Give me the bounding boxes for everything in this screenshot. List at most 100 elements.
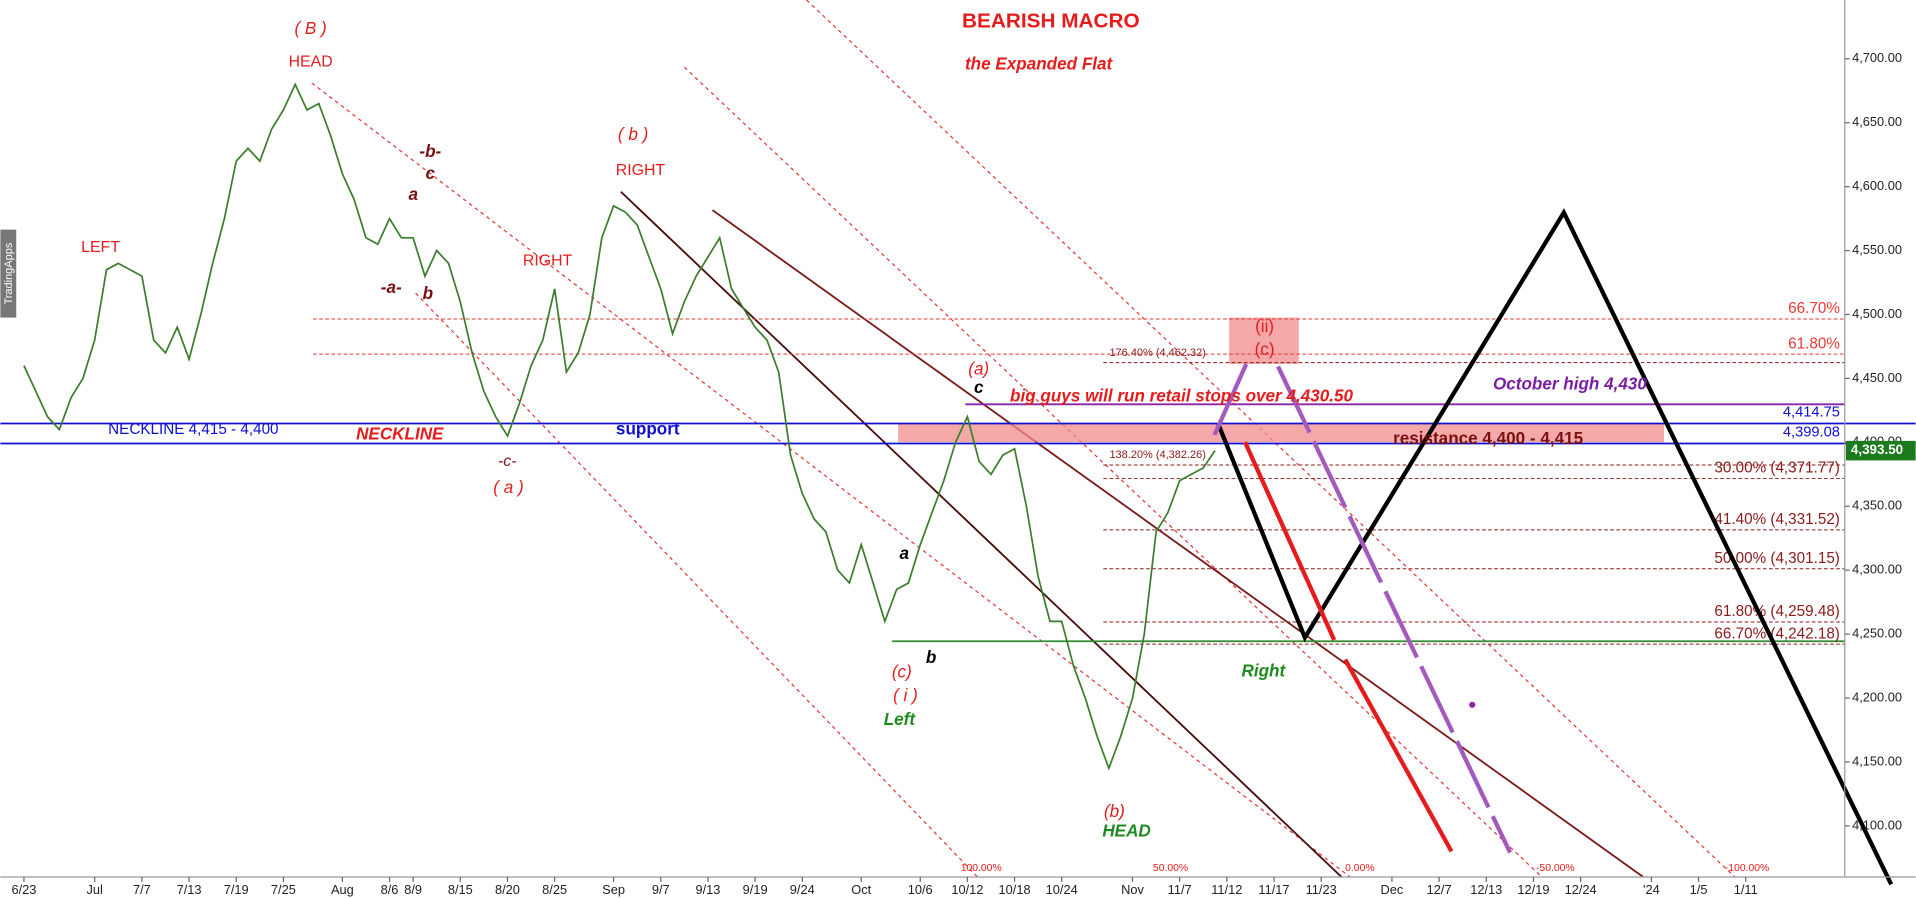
- y-tick-label: 4,550.00: [1852, 242, 1902, 257]
- annotation: ( i ): [893, 686, 918, 705]
- x-tick-label: Oct: [851, 882, 871, 897]
- price-line: [23, 82, 1216, 771]
- x-tick-label: Dec: [1381, 882, 1404, 897]
- annotation: big guys will run retail stops over 4,43…: [1010, 386, 1353, 405]
- x-tick-label: 10/12: [951, 882, 983, 897]
- y-tick-label: 4,450.00: [1852, 370, 1902, 385]
- y-tick-label: 4,500.00: [1852, 306, 1902, 321]
- x-tick-label: 8/9: [404, 882, 422, 897]
- x-tick-label: 8/15: [448, 882, 473, 897]
- trend-line: [620, 191, 1343, 878]
- neckline-label: 4,414.75: [1783, 404, 1840, 420]
- projection-path: [1276, 365, 1513, 854]
- level-label: 138.20% (4,382.26): [1109, 449, 1206, 461]
- x-tick-label: 11/7: [1168, 882, 1192, 897]
- x-tick-label: 12/13: [1470, 882, 1502, 897]
- x-tick-label: 8/25: [542, 882, 567, 897]
- annotation: -50.00%: [1536, 863, 1575, 874]
- annotation: LEFT: [81, 239, 120, 256]
- level-label: 66.70% (4,242.18): [1714, 625, 1839, 642]
- x-tick-label: 10/18: [999, 882, 1031, 897]
- x-tick-label: Nov: [1121, 882, 1144, 897]
- annotation: b: [926, 648, 936, 667]
- projection-path: [1216, 208, 1894, 886]
- channel-line: [415, 292, 978, 878]
- x-tick-label: 9/13: [695, 882, 720, 897]
- level-label: 176.40% (4,462.32): [1109, 347, 1206, 359]
- annotation: October high 4,430: [1493, 374, 1647, 393]
- annotation: 50.00%: [1153, 863, 1188, 874]
- x-tick-label: 8/6: [381, 882, 399, 897]
- y-tick-label: 4,200.00: [1852, 689, 1902, 704]
- x-tick-label: 1/5: [1690, 882, 1708, 897]
- y-tick-label: 4,250.00: [1852, 625, 1902, 640]
- x-tick-label: 10/24: [1046, 882, 1078, 897]
- resistance-zone: [898, 423, 1665, 443]
- trend-line: [711, 209, 1644, 878]
- annotation: a: [899, 544, 909, 563]
- annotation: a: [408, 185, 418, 204]
- annotation: ( B ): [294, 19, 326, 38]
- channel-lines: [311, 0, 1845, 878]
- annotation: Right: [1242, 661, 1287, 680]
- y-tick-label: 4,700.00: [1852, 50, 1902, 65]
- annotation: resistance 4,400 - 4,415: [1393, 429, 1584, 448]
- annotation: 100.00%: [961, 863, 1002, 874]
- x-tick-label: 11/12: [1211, 882, 1242, 897]
- level-label: 66.70%: [1788, 300, 1840, 317]
- annotation: (ii): [1255, 317, 1274, 336]
- x-tick-label: 7/13: [177, 882, 202, 897]
- level-label: 61.80% (4,259.48): [1714, 603, 1839, 620]
- annotations: BEARISH MACRO the Expanded Flat ( B ) HEAD L…: [3, 9, 1769, 874]
- y-tick-label: 4,100.00: [1852, 817, 1902, 832]
- x-tick-label: 12/24: [1565, 882, 1597, 897]
- x-tick-label: 8/20: [495, 882, 520, 897]
- x-tick-label: Aug: [331, 882, 354, 897]
- annotation: RIGHT: [616, 162, 666, 179]
- level-label: 61.80%: [1788, 335, 1840, 352]
- annotation: ( b ): [618, 125, 648, 144]
- neckline-label: 4,399.08: [1783, 424, 1840, 440]
- annotation: c: [974, 378, 984, 397]
- channel-line: [683, 66, 1543, 878]
- level-label: 30.00% (4,371.77): [1714, 460, 1839, 477]
- x-tick-label: 9/19: [743, 882, 768, 897]
- x-tick-label: 7/19: [224, 882, 249, 897]
- annotation: -100.00%: [1725, 863, 1769, 874]
- marker-dot: [1469, 701, 1476, 708]
- annotation: ( a ): [493, 478, 523, 497]
- y-tick-label: 4,350.00: [1852, 498, 1902, 513]
- x-tick-label: 9/7: [652, 882, 670, 897]
- annotation: HEAD: [289, 53, 333, 70]
- y-tick-label: 4,300.00: [1852, 562, 1902, 577]
- x-tick-label: 10/6: [908, 882, 933, 897]
- projection-path: [1212, 363, 1249, 436]
- side-tab-label: TradingApps: [3, 242, 15, 304]
- annotation: -c-: [498, 453, 517, 470]
- price-tag-label: 4,393.50: [1851, 442, 1903, 457]
- x-tick-label: 7/25: [271, 882, 296, 897]
- annotation: the Expanded Flat: [965, 54, 1114, 73]
- x-tick-label: 6/23: [11, 882, 36, 897]
- annotation: (a): [968, 360, 989, 379]
- projection-path: [1343, 658, 1454, 853]
- annotation: (c): [892, 663, 912, 682]
- price: [23, 82, 1216, 771]
- annotation: support: [616, 419, 680, 438]
- channel-line: [311, 82, 1351, 878]
- annotation: RIGHT: [523, 253, 573, 270]
- x-tick-label: Sep: [602, 882, 625, 897]
- levels: 66.70% 61.80% 176.40% (4,462.32) 138.20% (4…: [0, 300, 1916, 645]
- annotation: Left: [884, 710, 917, 729]
- annotation: (b): [1104, 802, 1125, 821]
- projections: [1212, 208, 1894, 886]
- x-tick-label: 11/23: [1306, 882, 1337, 897]
- target-zone: [1229, 317, 1299, 364]
- x-tick-label: 11/17: [1258, 882, 1289, 897]
- x-tick-label: '24: [1643, 882, 1660, 897]
- y-tick-label: 4,600.00: [1852, 178, 1902, 193]
- annotation: 0.00%: [1345, 863, 1374, 874]
- annotation: -a-: [381, 278, 402, 297]
- x-tick-label: Jul: [87, 882, 103, 897]
